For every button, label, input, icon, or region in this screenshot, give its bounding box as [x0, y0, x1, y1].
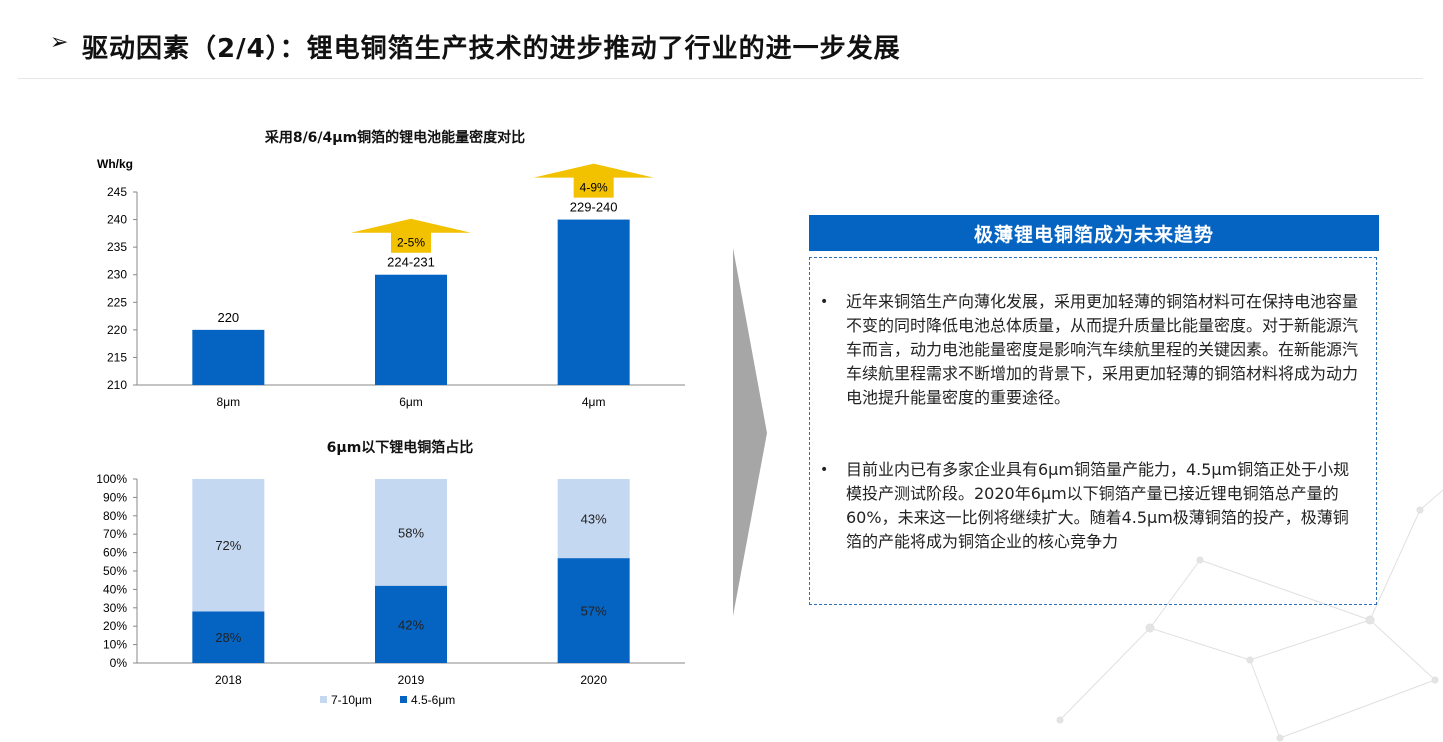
bar-2018-4.5-6μm	[192, 611, 265, 663]
energy-chart-title: 采用8/6/4μm铜箔的锂电池能量密度对比	[264, 130, 526, 146]
y-tick-label: 90%	[103, 490, 127, 504]
x-tick-label: 4μm	[582, 395, 606, 409]
legend-label: 7-10μm	[331, 693, 372, 707]
bar-2020-7-10μm	[557, 479, 630, 559]
bar-2018-7-10μm	[192, 479, 265, 612]
y-tick-label: 20%	[103, 619, 127, 633]
thin-foil-share-chart: 100% 90% 80% 70% 60% 50% 40% 30% 20% 10% 0% 28% 72% 2…	[96, 472, 685, 707]
bullet-text: 目前业内已有多家企业具有6μm铜箔量产能力，4.5μm铜箔正处于小规模投产测试阶…	[846, 460, 1350, 551]
segment-label: 72%	[215, 538, 241, 553]
y-tick-label: 40%	[103, 582, 127, 596]
legend-swatch	[320, 696, 327, 703]
y-tick-label: 230	[107, 268, 127, 282]
title-bar: ➢ 驱动因素（2/4）：锂电铜箔生产技术的进步推动了行业的进一步发展	[0, 0, 1443, 86]
y-tick-label: 215	[107, 350, 127, 364]
bullet-item: • 近年来铜箔生产向薄化发展，采用更加轻薄的铜箔材料可在保持电池容量不变的同时降…	[820, 290, 1360, 410]
increase-arrow-icon	[351, 218, 471, 253]
segment-label: 42%	[398, 617, 424, 632]
bar-8μm	[192, 329, 265, 385]
bar-2019-7-10μm	[375, 479, 447, 586]
x-tick-label: 2018	[215, 673, 242, 687]
y-tick-label: 10%	[103, 638, 127, 652]
segment-label: 58%	[398, 525, 424, 540]
y-tick-label: 30%	[103, 601, 127, 615]
bar-2019-4.5-6μm	[375, 585, 447, 663]
network-decoration	[1056, 489, 1443, 742]
trend-panel-body: • 近年来铜箔生产向薄化发展，采用更加轻薄的铜箔材料可在保持电池容量不变的同时降…	[809, 257, 1377, 605]
transition-arrow-icon	[733, 248, 767, 616]
title-arrow-icon: ➢	[50, 30, 69, 55]
increase-label: 2-5%	[397, 236, 425, 250]
y-tick-label: 60%	[103, 546, 127, 560]
x-tick-label: 6μm	[399, 395, 423, 409]
increase-label: 4-9%	[580, 181, 608, 195]
bullet-dot: •	[820, 294, 829, 310]
y-tick-label: 0%	[110, 656, 128, 670]
share-chart-title: 6μm以下锂电铜箔占比	[326, 440, 474, 456]
page-title: 驱动因素（2/4）：锂电铜箔生产技术的进步推动了行业的进一步发展	[82, 34, 901, 64]
y-tick-label: 220	[107, 323, 127, 337]
legend-label: 4.5-6μm	[411, 693, 455, 707]
title-divider	[18, 78, 1423, 79]
bullet-text: 近年来铜箔生产向薄化发展，采用更加轻薄的铜箔材料可在保持电池容量不变的同时降低电…	[846, 292, 1359, 407]
bar-6μm	[375, 274, 447, 385]
y-tick-label: 70%	[103, 527, 127, 541]
y-tick-label: 235	[107, 240, 127, 254]
y-tick-label: 50%	[103, 564, 127, 578]
y-tick-label: 240	[107, 213, 127, 227]
y-axis-title: Wh/kg	[97, 157, 133, 171]
data-label: 220	[217, 310, 239, 325]
data-label: 224-231	[387, 255, 435, 270]
y-tick-label: 225	[107, 295, 127, 309]
increase-arrow-icon	[533, 163, 654, 198]
segment-label: 57%	[581, 604, 607, 619]
data-label: 229-240	[570, 200, 618, 215]
segment-label: 28%	[215, 630, 241, 645]
y-tick-label: 210	[107, 378, 127, 392]
y-tick-label: 80%	[103, 509, 127, 523]
y-tick-label: 245	[107, 185, 127, 199]
y-tick-label: 100%	[96, 472, 127, 486]
legend-swatch	[400, 696, 407, 703]
x-tick-label: 2019	[398, 673, 425, 687]
segment-label: 43%	[581, 512, 607, 527]
x-tick-label: 8μm	[217, 395, 241, 409]
bullet-dot: •	[820, 462, 829, 478]
bullet-item: • 目前业内已有多家企业具有6μm铜箔量产能力，4.5μm铜箔正处于小规模投产测…	[820, 458, 1360, 554]
trend-panel-header: 极薄锂电铜箔成为未来趋势	[809, 215, 1379, 251]
energy-density-chart: Wh/kg 245 240 235 230 225 220 215 210 220 8μm 224-2…	[97, 157, 685, 409]
x-tick-label: 2020	[580, 673, 607, 687]
bar-4μm	[557, 219, 630, 385]
bar-2020-4.5-6μm	[557, 558, 630, 663]
